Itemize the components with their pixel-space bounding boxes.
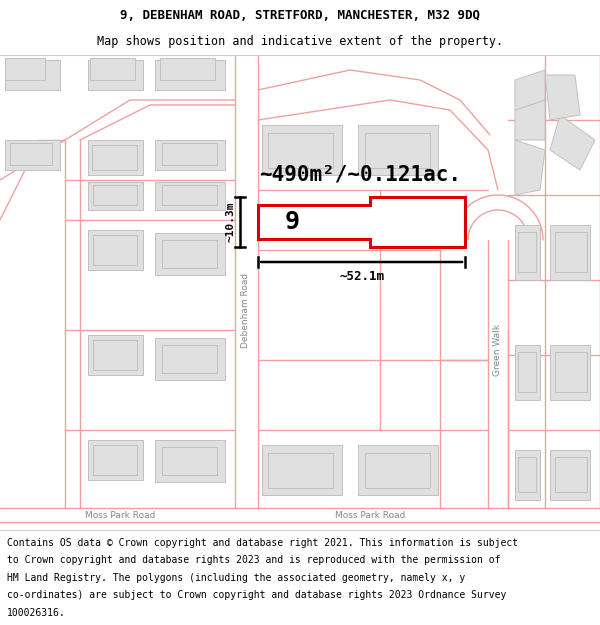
Bar	[162, 185, 217, 205]
Polygon shape	[258, 197, 465, 247]
Bar	[160, 58, 215, 80]
Bar	[88, 182, 143, 210]
Text: HM Land Registry. The polygons (including the associated geometry, namely x, y: HM Land Registry. The polygons (includin…	[7, 572, 466, 582]
Bar	[515, 450, 540, 500]
Text: Map shows position and indicative extent of the property.: Map shows position and indicative extent…	[97, 35, 503, 48]
Bar	[88, 60, 143, 90]
Bar	[5, 58, 45, 80]
Bar	[518, 232, 536, 272]
Polygon shape	[550, 115, 595, 170]
Bar	[162, 143, 217, 165]
Bar	[555, 457, 587, 492]
Bar	[365, 133, 430, 168]
Bar	[550, 345, 590, 400]
Bar	[92, 145, 137, 170]
Bar	[518, 457, 536, 492]
Text: ~490m²/~0.121ac.: ~490m²/~0.121ac.	[259, 165, 461, 185]
Bar	[93, 185, 137, 205]
Text: co-ordinates) are subject to Crown copyright and database rights 2023 Ordnance S: co-ordinates) are subject to Crown copyr…	[7, 591, 506, 601]
Bar	[5, 140, 60, 170]
Bar	[162, 345, 217, 373]
Bar	[93, 445, 137, 475]
Polygon shape	[515, 140, 545, 195]
Bar	[162, 240, 217, 268]
Bar	[515, 225, 540, 280]
Bar	[555, 232, 587, 272]
Bar	[518, 352, 536, 392]
Bar	[155, 233, 225, 275]
Bar	[262, 445, 342, 495]
Text: 9: 9	[285, 210, 300, 234]
Text: ~10.3m: ~10.3m	[226, 202, 236, 242]
Text: Moss Park Road: Moss Park Road	[85, 511, 155, 521]
Bar	[358, 445, 438, 495]
Text: Contains OS data © Crown copyright and database right 2021. This information is : Contains OS data © Crown copyright and d…	[7, 538, 518, 548]
Bar	[268, 133, 333, 168]
Text: ~52.1m: ~52.1m	[339, 270, 384, 283]
Bar	[88, 440, 143, 480]
Text: 100026316.: 100026316.	[7, 608, 66, 618]
Text: 9, DEBENHAM ROAD, STRETFORD, MANCHESTER, M32 9DQ: 9, DEBENHAM ROAD, STRETFORD, MANCHESTER,…	[120, 9, 480, 22]
Text: Debenham Road: Debenham Road	[241, 272, 251, 348]
Bar	[5, 60, 60, 90]
Bar	[155, 440, 225, 482]
Bar	[88, 335, 143, 375]
Bar	[515, 345, 540, 400]
Bar	[155, 338, 225, 380]
Polygon shape	[545, 75, 580, 120]
Bar	[93, 340, 137, 370]
Bar	[365, 453, 430, 488]
Bar	[268, 453, 333, 488]
Text: Green Walk: Green Walk	[493, 324, 503, 376]
Polygon shape	[515, 100, 545, 140]
Bar	[88, 140, 143, 175]
Bar	[155, 60, 225, 90]
Bar	[10, 143, 52, 165]
Bar	[358, 125, 438, 175]
Text: Moss Park Road: Moss Park Road	[335, 511, 405, 521]
Polygon shape	[515, 70, 545, 110]
Bar	[88, 230, 143, 270]
Bar	[162, 447, 217, 475]
Bar	[90, 58, 135, 80]
Bar	[155, 140, 225, 170]
Bar	[550, 225, 590, 280]
Bar	[555, 352, 587, 392]
Text: to Crown copyright and database rights 2023 and is reproduced with the permissio: to Crown copyright and database rights 2…	[7, 555, 500, 565]
Bar	[550, 450, 590, 500]
Bar	[93, 235, 137, 265]
Bar	[155, 182, 225, 210]
Bar	[262, 125, 342, 175]
